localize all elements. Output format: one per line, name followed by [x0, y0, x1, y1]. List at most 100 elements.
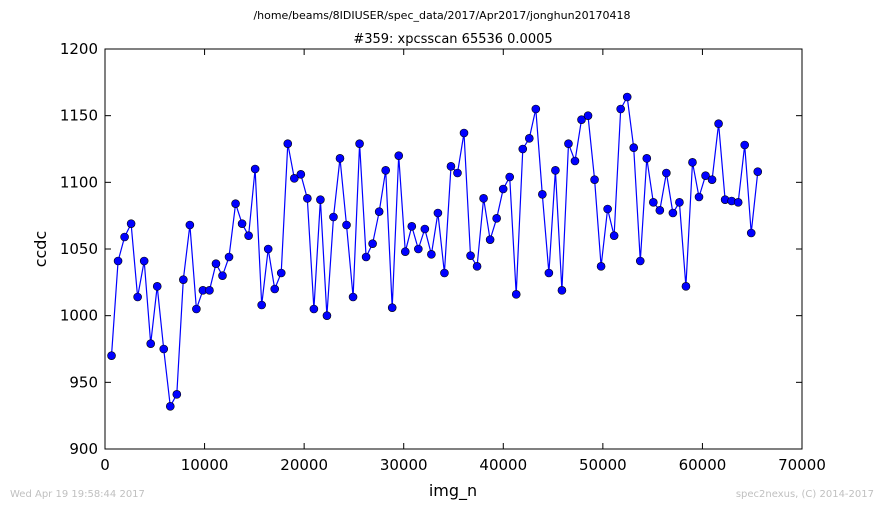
data-point [538, 190, 547, 199]
data-point [635, 256, 645, 266]
y-tick-label: 900 [69, 440, 98, 458]
data-point [440, 268, 449, 278]
data-point [244, 231, 253, 240]
x-tick-label: 30000 [380, 456, 428, 474]
plot-area [104, 48, 803, 450]
data-point [185, 220, 195, 230]
data-point [394, 151, 404, 160]
data-point [250, 164, 260, 174]
y-tick-label: 1200 [60, 40, 98, 58]
data-point [505, 172, 515, 182]
data-point [159, 344, 169, 354]
data-point [316, 195, 325, 204]
data-point [237, 219, 247, 228]
y-tick-label: 1150 [60, 107, 98, 125]
data-point [616, 104, 625, 114]
data-point [694, 192, 704, 202]
data-point [355, 139, 364, 148]
data-point [472, 262, 482, 271]
data-point [224, 252, 234, 262]
data-point [113, 256, 123, 266]
data-point [466, 251, 475, 260]
data-point [668, 208, 678, 218]
data-point [283, 139, 293, 148]
data-point [701, 171, 710, 180]
data-point [681, 282, 691, 291]
data-point [400, 247, 410, 256]
data-point [322, 311, 332, 320]
data-point [165, 402, 175, 411]
data-point [453, 168, 462, 178]
data-point [139, 256, 149, 266]
data-point [179, 275, 188, 284]
data-point [733, 198, 743, 207]
data-point [714, 119, 723, 128]
data-point [570, 156, 580, 166]
data-point [551, 166, 560, 175]
data-point [270, 284, 280, 294]
data-point [218, 271, 227, 280]
data-point [629, 143, 639, 152]
data-point [746, 228, 756, 238]
data-point [577, 115, 586, 124]
data-point [348, 292, 358, 302]
data-point [662, 168, 671, 178]
data-point [649, 198, 658, 207]
data-point [753, 167, 763, 176]
data-point [518, 144, 528, 154]
y-axis-label: ccdc [31, 231, 50, 268]
data-point [427, 250, 436, 259]
data-point [544, 268, 554, 278]
data-point [361, 252, 371, 262]
data-point [609, 231, 619, 240]
data-point [479, 194, 488, 203]
data-point [290, 174, 299, 183]
x-tick-label: 60000 [679, 456, 727, 474]
x-axis-label: img_n [429, 481, 477, 501]
data-point [133, 292, 142, 302]
y-axis: 900 950 1000 1050 1100 1150 1200 [60, 40, 802, 458]
data-point [707, 175, 717, 184]
data-point [368, 239, 377, 248]
data-point [120, 232, 129, 242]
data-point [263, 244, 273, 254]
data-point [387, 303, 397, 312]
chart-suptitle: /home/beams/8IDIUSER/spec_data/2017/Apr2… [253, 9, 630, 22]
data-point [675, 198, 684, 207]
footer-timestamp: Wed Apr 19 19:58:44 2017 [10, 489, 145, 500]
series-line [110, 95, 759, 409]
series-points [107, 92, 763, 411]
data-point [107, 351, 116, 360]
data-point [192, 304, 201, 314]
data-point [590, 175, 599, 184]
y-tick-label: 950 [69, 373, 98, 391]
footer-credit: spec2nexus, (C) 2014-2017 [735, 489, 874, 500]
data-point [342, 220, 351, 230]
data-point [511, 290, 521, 299]
data-point [583, 111, 593, 120]
data-point [303, 194, 312, 203]
data-point [655, 206, 665, 215]
data-point [596, 262, 606, 271]
data-point [374, 207, 384, 216]
data-point [152, 282, 162, 291]
x-tick-label: 40000 [479, 456, 527, 474]
data-point [172, 390, 182, 399]
data-point [459, 128, 469, 138]
data-point [205, 286, 214, 295]
x-axis: 0 10000 20000 30000 40000 50000 60000 70000 [100, 49, 826, 474]
x-tick-label: 20000 [280, 456, 328, 474]
data-point [296, 170, 306, 179]
y-tick-label: 1000 [60, 307, 98, 325]
data-point [622, 92, 632, 102]
data-point [492, 214, 501, 223]
data-point [381, 166, 390, 175]
data-point [211, 259, 221, 268]
data-point [414, 244, 423, 254]
data-point [146, 339, 156, 348]
x-tick-label: 0 [100, 456, 110, 474]
data-point [740, 140, 749, 150]
data-point [309, 304, 319, 314]
data-point [531, 104, 541, 114]
